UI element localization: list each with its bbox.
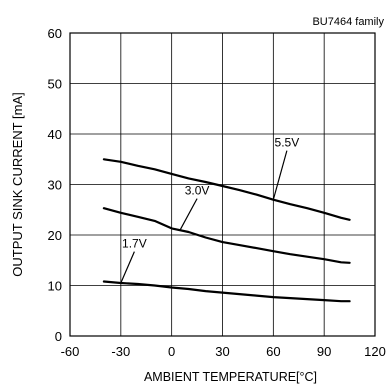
x-tick-label: 90: [317, 344, 331, 359]
x-axis-title: AMBIENT TEMPERATURE[°C]: [144, 370, 317, 384]
y-tick-label: 60: [48, 26, 62, 41]
y-tick-label: 30: [48, 178, 62, 193]
series-line-55V: [102, 158, 351, 221]
x-tick-label: 120: [364, 344, 386, 359]
annotation-label: 5.5V: [275, 136, 300, 150]
series-lines: [102, 158, 351, 303]
y-tick-label: 20: [48, 228, 62, 243]
curve-annotations: 5.5V 3.0V 1.7V: [120, 136, 300, 284]
plot-frame: [69, 32, 376, 337]
y-tick-label: 10: [48, 279, 62, 294]
x-tick-label: 30: [215, 344, 229, 359]
x-tick-label: -30: [111, 344, 130, 359]
grid-lines: [70, 33, 375, 336]
series-line-30V: [102, 207, 351, 264]
series-line-17V: [102, 280, 351, 303]
y-tick-label: 0: [55, 329, 62, 344]
x-tick-label: 0: [168, 344, 175, 359]
y-axis-title: OUTPUT SINK CURRENT [mA]: [10, 92, 25, 276]
family-label: BU7464 family: [312, 16, 384, 28]
x-tick-labels: -60 -30 0 30 60 90 120: [61, 344, 386, 359]
x-tick-label: 60: [266, 344, 280, 359]
annotation-label: 3.0V: [185, 184, 210, 198]
x-tick-label: -60: [61, 344, 80, 359]
y-tick-labels: 0 10 20 30 40 50 60: [48, 26, 62, 344]
annotation-leader: [120, 251, 135, 284]
annotation-leader: [179, 198, 198, 231]
annotation-label: 1.7V: [122, 237, 147, 251]
annotation-leader: [272, 150, 288, 200]
y-tick-label: 40: [48, 127, 62, 142]
y-tick-label: 50: [48, 77, 62, 92]
